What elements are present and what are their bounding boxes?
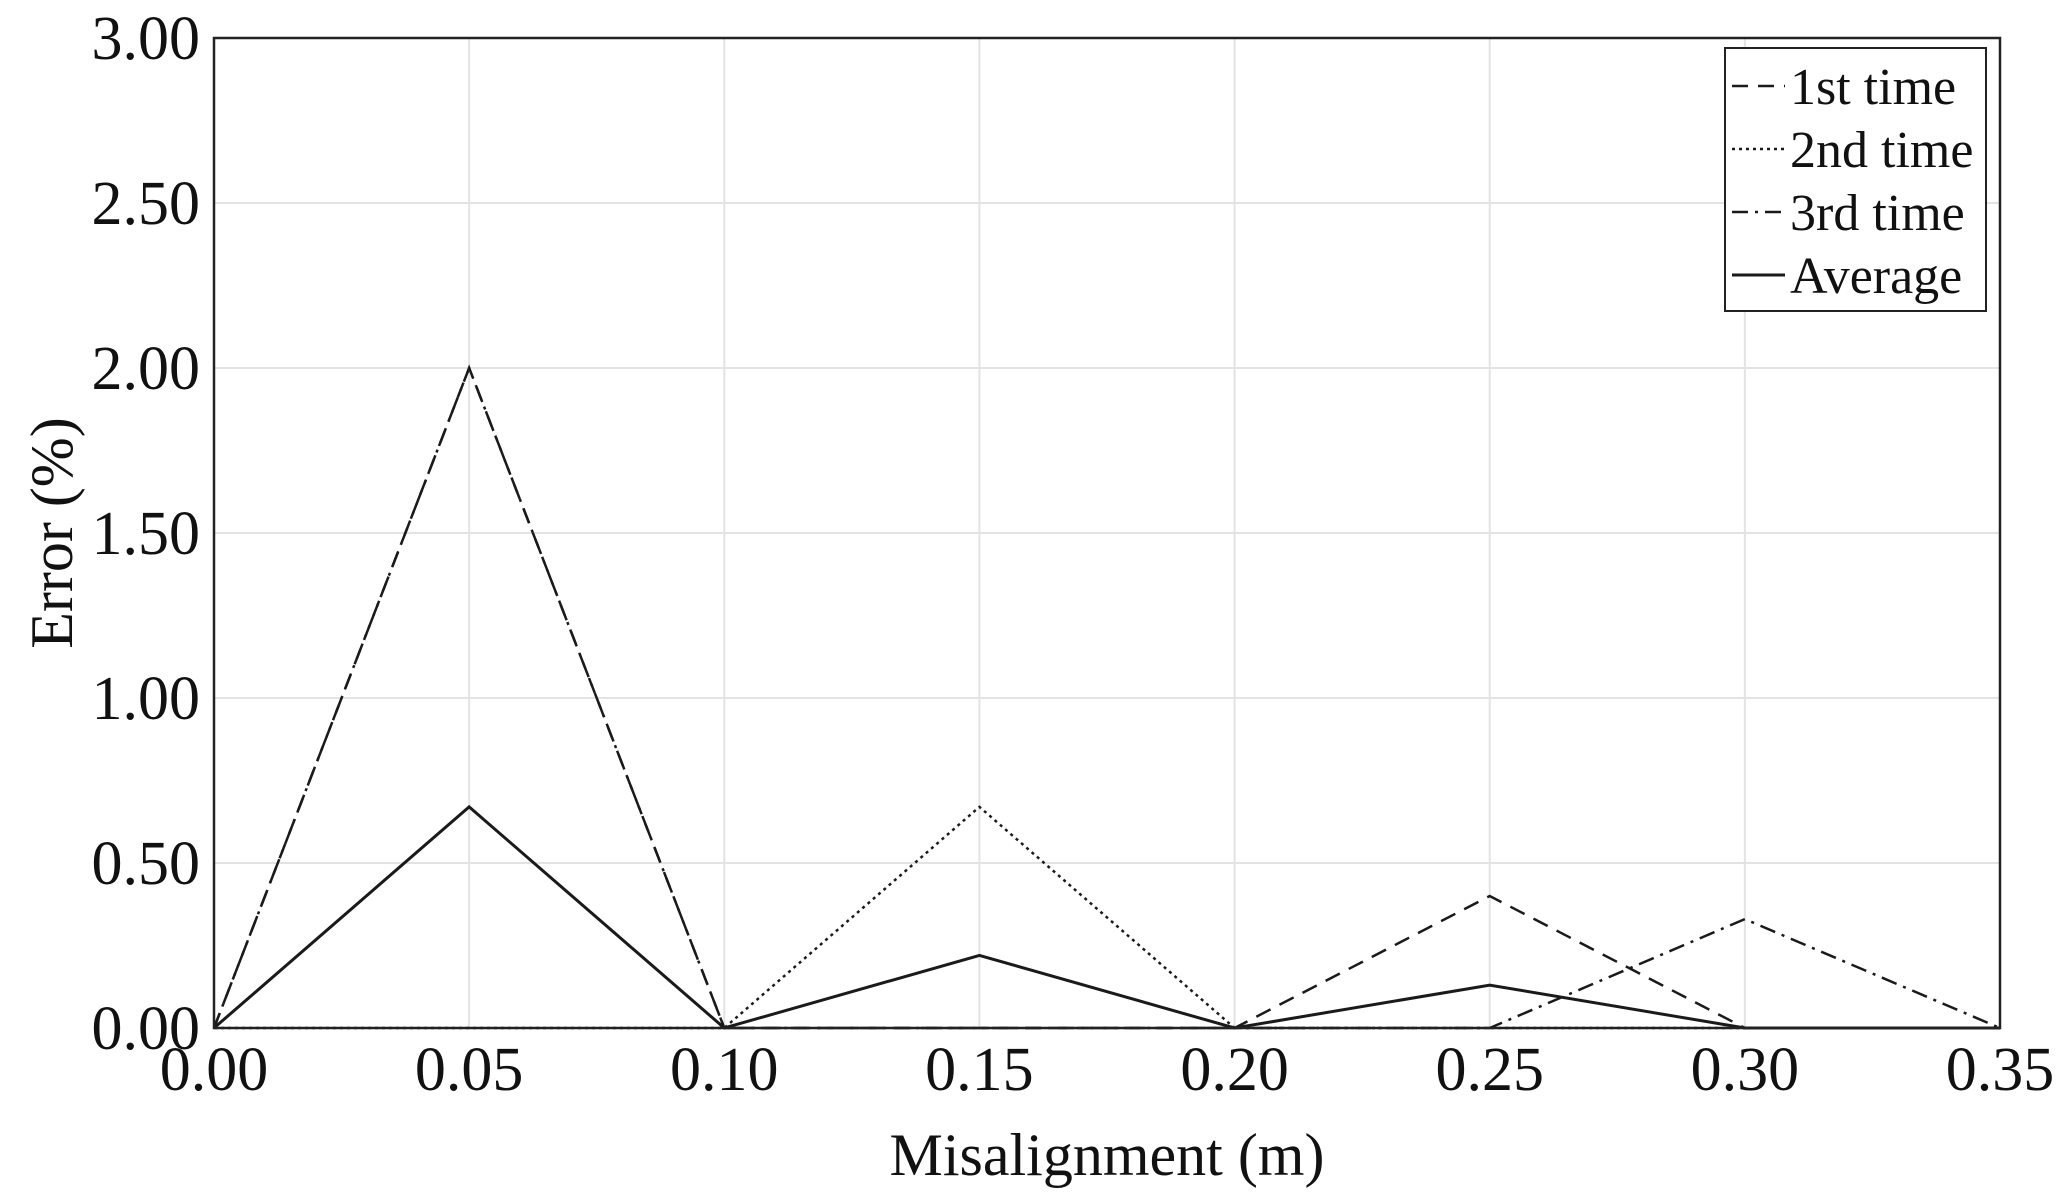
- y-tick-label: 2.00: [92, 335, 201, 403]
- x-tick-label: 0.25: [1435, 1036, 1544, 1104]
- legend-label-average: Average: [1790, 248, 1962, 305]
- x-tick-label: 0.05: [415, 1036, 524, 1104]
- y-tick-label: 0.50: [92, 830, 201, 898]
- plot-frame: [212, 36, 2002, 1030]
- legend-label-2nd-time: 2nd time: [1790, 122, 1973, 179]
- y-tick-label: 2.50: [92, 170, 201, 238]
- x-tick-label: 0.15: [925, 1036, 1034, 1104]
- grid-lines: [213, 37, 2001, 1029]
- y-axis-title: Error (%): [19, 417, 85, 649]
- x-tick-label: 0.10: [670, 1036, 779, 1104]
- y-tick-label: 3.00: [92, 5, 201, 73]
- y-tick-labels: 0.00 0.50 1.00 1.50 2.00 2.50 3.00: [92, 5, 201, 1063]
- y-tick-label: 0.00: [92, 995, 201, 1063]
- legend-label-3rd-time: 3rd time: [1790, 185, 1965, 242]
- series-line-average: [213, 804, 2000, 1030]
- x-tick-label: 0.20: [1180, 1036, 1289, 1104]
- x-tick-label: 0.30: [1691, 1036, 1800, 1104]
- legend-box: [1724, 47, 1987, 312]
- x-axis-title: Misalignment (m): [890, 1122, 1325, 1188]
- x-tick-label: 0.35: [1946, 1036, 2055, 1104]
- y-tick-label: 1.50: [92, 500, 201, 568]
- legend-label-1st-time: 1st time: [1790, 59, 1956, 116]
- series-line-2nd-time: [214, 805, 2000, 1030]
- legend: 1st time 2nd time 3rd time Average: [1724, 47, 1987, 312]
- y-tick-label: 1.00: [92, 665, 201, 733]
- x-tick-label: 0.00: [160, 1036, 269, 1104]
- x-tick-labels: 0.00 0.05 0.10 0.15 0.20 0.25 0.30 0.35: [160, 1036, 2055, 1104]
